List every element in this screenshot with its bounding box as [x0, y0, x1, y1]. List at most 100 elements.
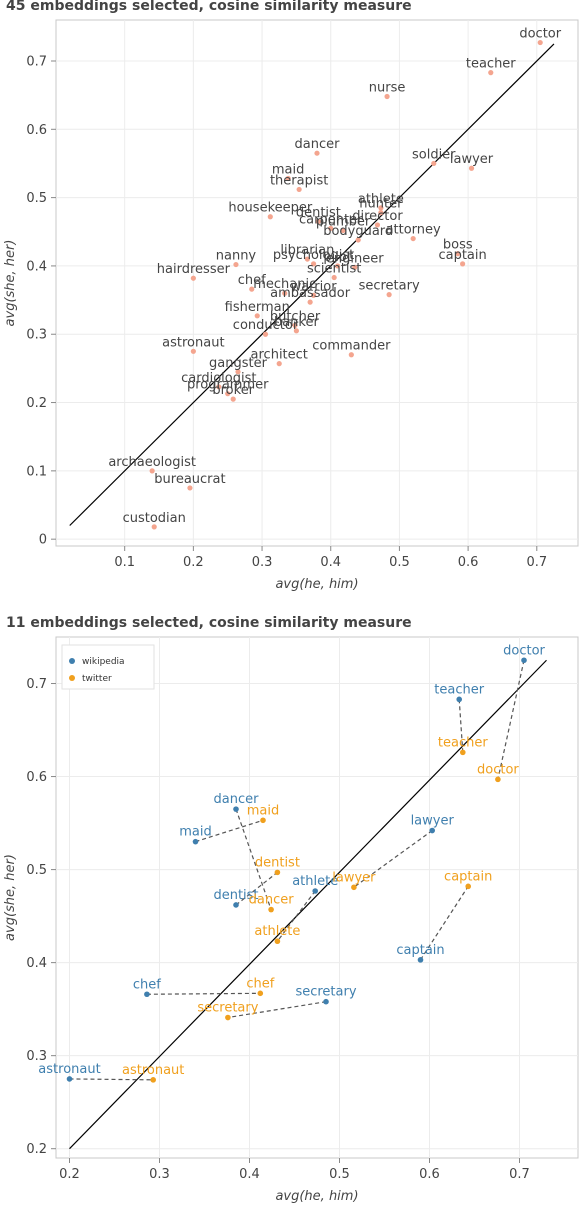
twitter-label-secretary: secretary — [197, 1001, 258, 1016]
y-tick-label: 0.3 — [26, 328, 47, 343]
point-label-attorney: attorney — [386, 223, 441, 238]
data-point-nanny — [233, 261, 239, 268]
wikipedia-label-lawyer: lawyer — [411, 814, 455, 829]
y-tick-label: 0.2 — [26, 1142, 47, 1157]
twitter-label-dancer: dancer — [249, 893, 295, 908]
point-label-custodian: custodian — [123, 511, 186, 526]
point-label-scientist: scientist — [307, 262, 361, 277]
y-tick-label: 0.3 — [26, 1049, 47, 1064]
x-tick-label: 0.3 — [149, 1167, 170, 1182]
twitter-point-teacher — [460, 749, 466, 756]
legend-label-twitter: twitter — [82, 674, 112, 684]
data-point-nurse — [384, 93, 390, 100]
y-tick-label: 0.5 — [26, 191, 47, 206]
point-label-athlete: athlete — [358, 192, 404, 207]
wikipedia-point-maid — [192, 838, 199, 845]
wikipedia-point-astronaut — [66, 1076, 73, 1082]
twitter-point-lawyer — [351, 884, 357, 891]
data-point-pilot — [335, 263, 341, 269]
point-label-boss: boss — [443, 238, 473, 253]
twitter-label-athlete: athlete — [254, 924, 300, 939]
twitter-point-athlete — [274, 938, 281, 945]
x-tick-label: 0.3 — [252, 555, 273, 570]
data-point-scientist — [331, 274, 337, 281]
data-point-dancer — [314, 150, 320, 156]
data-point-hairdresser — [190, 275, 196, 281]
data-point-chef — [249, 286, 255, 292]
link-line-lawyer — [353, 830, 433, 888]
point-label-broker: broker — [212, 383, 254, 398]
data-point-lawyer — [468, 165, 475, 171]
data-point-conductor — [262, 331, 269, 337]
point-label-lawyer: lawyer — [450, 152, 494, 167]
link-line-dancer — [235, 808, 272, 910]
x-tick-label: 0.7 — [526, 555, 547, 570]
data-point-butcher — [292, 322, 298, 328]
x-tick-label: 0.2 — [59, 1167, 80, 1182]
data-point-maid — [285, 175, 291, 182]
wikipedia-point-athlete — [312, 888, 319, 894]
point-label-teacher: teacher — [466, 57, 516, 72]
wikipedia-label-secretary: secretary — [295, 985, 356, 1000]
point-label-chef: chef — [238, 273, 266, 288]
y-tick-label: 0.2 — [26, 396, 47, 411]
x-tick-label: 0.1 — [114, 555, 135, 570]
data-point-architect — [276, 361, 282, 367]
x-tick-label: 0.5 — [329, 1167, 350, 1182]
point-label-nanny: nanny — [216, 249, 257, 264]
point-label-hunter: hunter — [359, 197, 403, 212]
plot-area — [55, 19, 579, 547]
twitter-label-lawyer: lawyer — [332, 870, 376, 885]
link-line-chef — [146, 992, 261, 995]
point-label-astronaut: astronaut — [162, 335, 224, 350]
data-point-psychologist — [310, 261, 317, 267]
point-label-cardiologist: cardiologist — [181, 371, 256, 386]
x-tick-label: 0.6 — [458, 555, 479, 570]
wikipedia-label-chef: chef — [133, 977, 161, 992]
point-label-soldier: soldier — [412, 147, 456, 162]
y-tick-label: 0.1 — [26, 464, 47, 479]
point-label-mechanic: mechanic — [253, 277, 316, 292]
point-label-librarian: librarian — [280, 243, 334, 258]
twitter-point-astronaut — [150, 1077, 156, 1083]
point-label-butcher: butcher — [270, 309, 321, 324]
y-tick-label: 0.6 — [26, 123, 47, 138]
data-point-teacher — [488, 70, 494, 76]
data-point-captain — [460, 261, 466, 267]
data-point-ambassador — [307, 299, 313, 305]
data-point-fisherman — [254, 313, 260, 319]
x-axis-label: avg(he, him) — [275, 1189, 358, 1204]
scatter-chart-all: 0.1 0.2 0.3 0.4 0.5 0.6 0.7 0 0.1 0.2 0.3 0.4 0.5 0.6… — [3, 19, 579, 592]
point-label-hairdresser: hairdresser — [157, 262, 231, 277]
data-point-mechanic — [282, 290, 288, 296]
twitter-point-chef — [257, 990, 264, 997]
data-point-soldier — [431, 160, 437, 167]
data-point-banker — [293, 328, 299, 334]
wikipedia-label-captain: captain — [396, 943, 444, 958]
link-line-doctor — [497, 660, 525, 780]
wikipedia-point-teacher — [456, 696, 463, 703]
point-label-dancer: dancer — [295, 137, 341, 152]
y-axis-label: avg(she, her) — [3, 854, 18, 941]
x-tick-label: 0.5 — [389, 555, 410, 570]
point-label-commander: commander — [312, 339, 391, 354]
diagonal-line — [69, 43, 555, 526]
data-point-boss — [455, 251, 461, 257]
x-tick-label: 0.7 — [509, 1167, 530, 1182]
legend-label-wikipedia: wikipedia — [82, 657, 125, 667]
twitter-label-chef: chef — [246, 976, 274, 991]
point-label-fisherman: fisherman — [225, 300, 290, 315]
data-point-secretary — [386, 292, 392, 298]
data-point-housekeeper — [267, 214, 273, 220]
twitter-point-dancer — [268, 906, 274, 913]
data-point-broker — [230, 396, 236, 402]
scatter-chart-selected: 0.2 0.3 0.4 0.5 0.6 0.7 0.2 0.3 0.4 0.5 0.6 0.7 avg(… — [3, 636, 579, 1204]
x-axis-label: avg(he, him) — [275, 577, 358, 592]
data-point-bureaucrat — [187, 485, 193, 491]
link-line-dentist — [235, 871, 278, 906]
point-label-pilot: pilot — [323, 250, 352, 265]
point-label-maid: maid — [272, 162, 305, 177]
wikipedia-label-teacher: teacher — [434, 682, 484, 697]
data-point-plumber — [340, 227, 346, 233]
data-point-carpenter — [328, 225, 334, 231]
